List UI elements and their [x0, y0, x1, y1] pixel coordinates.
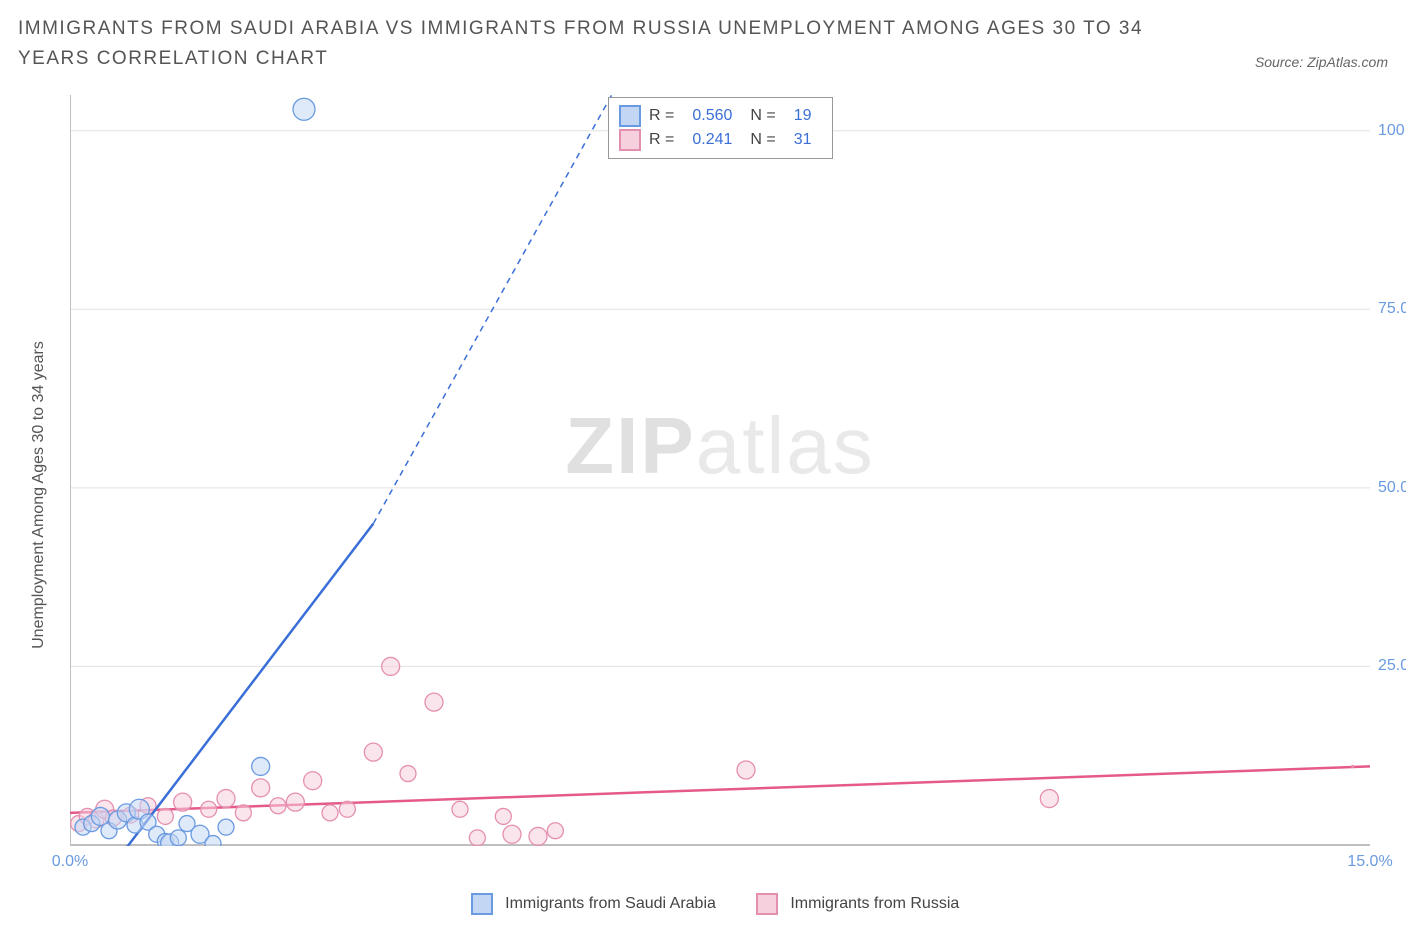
- stats-swatch: [619, 105, 641, 127]
- stats-row: R = 0.560 N = 19: [619, 104, 822, 128]
- stats-n-val: 19: [794, 104, 812, 128]
- bottom-legend: Immigrants from Saudi Arabia Immigrants …: [40, 893, 1390, 915]
- legend-item-pink: Immigrants from Russia: [756, 893, 959, 915]
- legend-label-pink: Immigrants from Russia: [790, 895, 959, 912]
- header: IMMIGRANTS FROM SAUDI ARABIA VS IMMIGRAN…: [0, 0, 1406, 75]
- stats-row: R = 0.241 N = 31: [619, 128, 822, 152]
- stats-r-val: 0.560: [692, 104, 732, 128]
- stats-n-val: 31: [794, 128, 812, 152]
- stats-n-key: N =: [750, 128, 775, 152]
- stats-r-key: R =: [649, 128, 674, 152]
- chart-container: Unemployment Among Ages 30 to 34 years Z…: [40, 95, 1390, 915]
- stats-r-val: 0.241: [692, 128, 732, 152]
- x-tick-label: 0.0%: [52, 853, 88, 871]
- legend-label-blue: Immigrants from Saudi Arabia: [505, 895, 716, 912]
- stats-n-key: N =: [750, 104, 775, 128]
- x-tick-label: 15.0%: [1347, 853, 1392, 871]
- source-attribution: Source: ZipAtlas.com: [1255, 54, 1388, 70]
- correlation-stats-box: R = 0.560 N = 19 R = 0.241 N = 31: [608, 97, 833, 159]
- stats-swatch: [619, 129, 641, 151]
- stats-r-key: R =: [649, 104, 674, 128]
- legend-swatch-blue: [471, 893, 493, 915]
- chart-title: IMMIGRANTS FROM SAUDI ARABIA VS IMMIGRAN…: [18, 14, 1168, 75]
- legend-swatch-pink: [756, 893, 778, 915]
- y-axis-label: Unemployment Among Ages 30 to 34 years: [30, 341, 48, 649]
- legend-item-blue: Immigrants from Saudi Arabia: [471, 893, 716, 915]
- scatter-plot: ZIPatlas R =0.560N =19R =0.241N =31 25.0…: [70, 95, 1370, 875]
- plot-svg: [70, 95, 1370, 875]
